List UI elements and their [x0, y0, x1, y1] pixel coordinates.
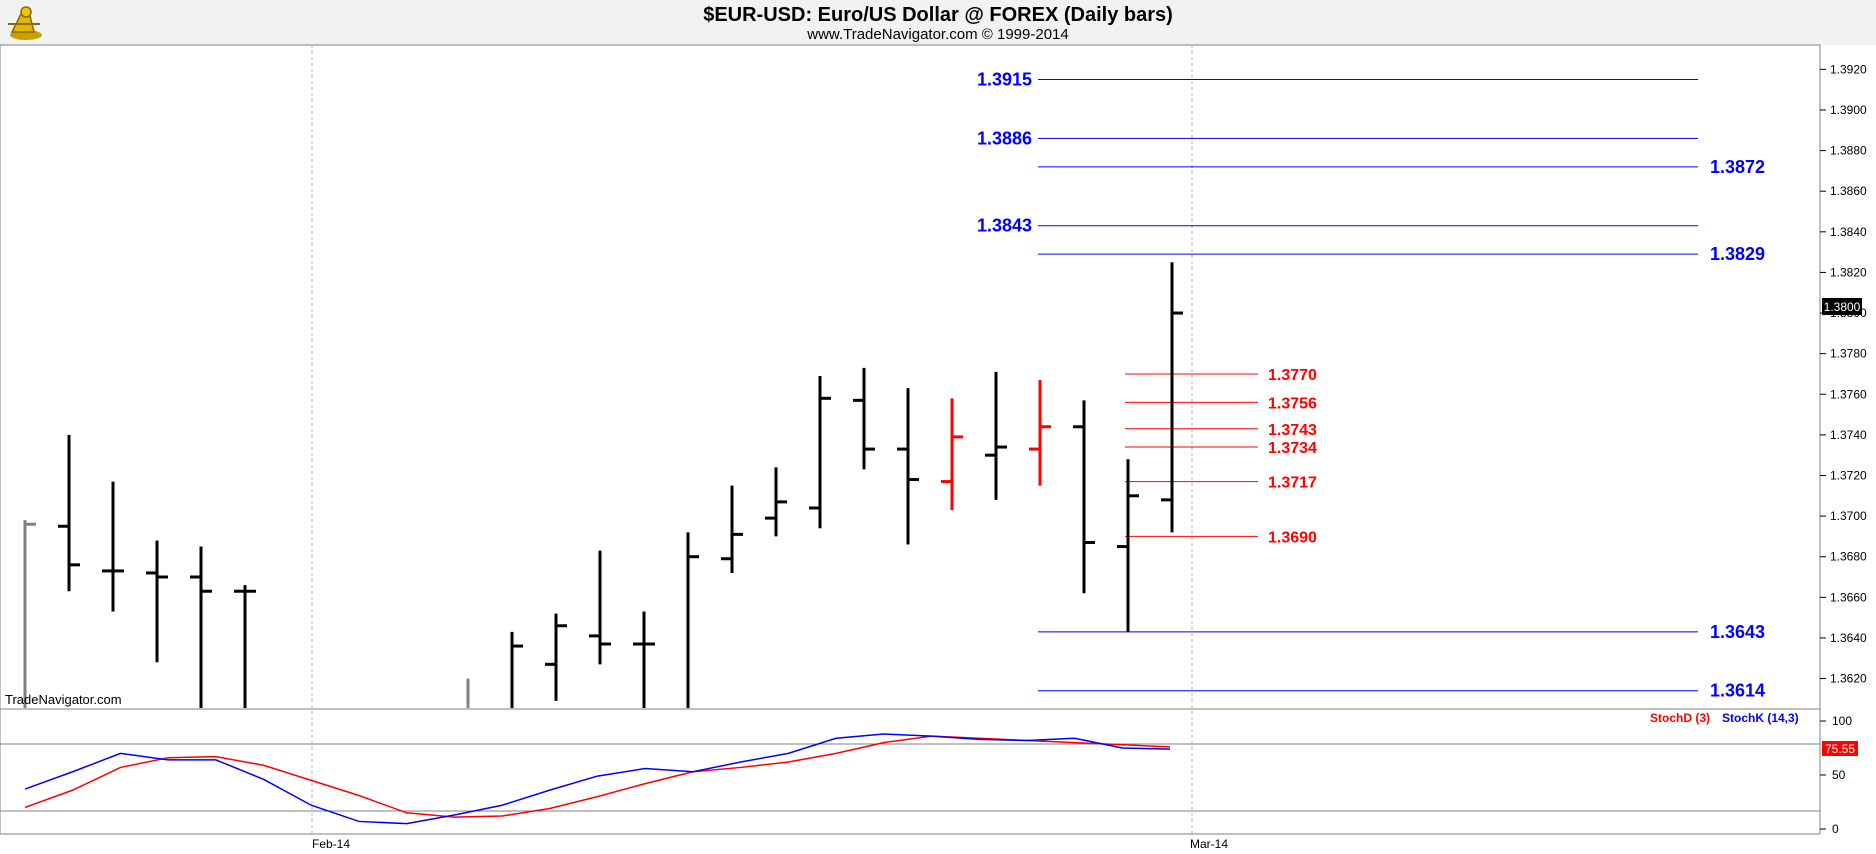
price-tick-label: 1.3900: [1830, 103, 1867, 117]
blue-level-label: 1.3886: [977, 128, 1032, 148]
blue-level-label: 1.3643: [1710, 622, 1765, 642]
level-lines: 1.3915 1.3886 1.3872 1.3843 1.3829 1.3643 1.36…: [977, 70, 1765, 701]
price-tick-label: 1.3620: [1830, 672, 1867, 686]
stoch-d-line: [24, 735, 1171, 818]
red-level-label: 1.3756: [1268, 395, 1317, 412]
current-stoch-label: 75.55: [1825, 742, 1855, 756]
blue-level-label: 1.3843: [977, 216, 1032, 236]
chart-subtitle: www.TradeNavigator.com © 1999-2014: [807, 26, 1069, 43]
watermark: TradeNavigator.com: [5, 692, 122, 707]
red-level-label: 1.3734: [1268, 440, 1317, 457]
stoch-y-axis: 0 50 100: [1820, 714, 1852, 836]
ohlc-bar: [589, 550, 611, 665]
price-tick-label: 1.3780: [1830, 347, 1867, 361]
current-stoch-box: [1822, 741, 1858, 756]
price-tick-label: 1.3920: [1830, 62, 1867, 76]
price-tick-label: 1.3680: [1830, 550, 1867, 564]
x-label-feb: Feb-14: [312, 837, 350, 851]
ohlc-bar: [941, 398, 963, 511]
stoch-lines: [24, 733, 1171, 825]
stoch-tick-label: 0: [1832, 822, 1839, 836]
ohlc-bar: [23, 520, 36, 708]
stochastic-panel: [0, 708, 1821, 835]
ohlc-bar: [897, 388, 919, 545]
ohlc-bar: [190, 546, 212, 708]
blue-level-label: 1.3872: [1710, 157, 1765, 177]
price-tick-label: 1.3820: [1830, 265, 1867, 279]
blue-level-label: 1.3829: [1710, 244, 1765, 264]
ohlc-bar: [686, 532, 699, 708]
price-tick-label: 1.3840: [1830, 225, 1867, 239]
ohlc-bar: [58, 434, 80, 592]
ohlc-bar: [721, 485, 743, 573]
price-tick-label: 1.3720: [1830, 468, 1867, 482]
ohlc-bar: [765, 467, 787, 537]
stoch-tick-label: 50: [1832, 768, 1846, 782]
ohlc-bar: [1029, 380, 1051, 486]
ohlc-bar: [102, 481, 124, 612]
x-label-mar: Mar-14: [1190, 837, 1228, 851]
current-price-box: [1822, 298, 1862, 315]
legend-stochk: StochK (14,3): [1722, 711, 1799, 725]
price-panel: [0, 44, 1821, 710]
price-tick-label: 1.3880: [1830, 144, 1867, 158]
red-level-label: 1.3743: [1268, 422, 1317, 439]
ohlc-bar: [545, 613, 567, 701]
red-level-label: 1.3717: [1268, 475, 1317, 492]
tradenavigator-logo-icon: [8, 6, 42, 40]
ohlc-bar: [633, 611, 655, 708]
ohlc-bars: [23, 262, 1183, 708]
red-level-label: 1.3690: [1268, 529, 1317, 546]
ohlc-bar: [809, 375, 831, 529]
blue-level-label: 1.3614: [1710, 681, 1765, 701]
ohlc-bar: [234, 585, 256, 708]
ohlc-bar: [510, 631, 523, 708]
title-bar: [0, 0, 1876, 45]
red-level-label: 1.3770: [1268, 367, 1317, 384]
chart-title: $EUR-USD: Euro/US Dollar @ FOREX (Daily …: [703, 4, 1173, 26]
price-tick-label: 1.3700: [1830, 509, 1867, 523]
current-price-label: 1.3800: [1824, 300, 1861, 314]
price-tick-label: 1.3860: [1830, 184, 1867, 198]
price-tick-label: 1.3640: [1830, 631, 1867, 645]
price-tick-label: 1.3760: [1830, 387, 1867, 401]
ohlc-bar: [146, 540, 168, 663]
stoch-k-line: [24, 733, 1171, 825]
price-tick-label: 1.3740: [1830, 428, 1867, 442]
ohlc-bar: [1073, 400, 1095, 594]
ohlc-bar: [985, 371, 1007, 500]
price-tick-label: 1.3660: [1830, 590, 1867, 604]
ohlc-bar: [853, 367, 875, 470]
ohlc-bar: [1161, 262, 1183, 533]
legend-stochd: StochD (3): [1650, 711, 1710, 725]
stoch-tick-label: 100: [1832, 714, 1852, 728]
ohlc-bar: [1117, 459, 1139, 632]
price-y-axis: 1.3620 1.3640 1.3660 1.3680 1.3700 1.3720 1.37…: [1820, 62, 1867, 686]
blue-level-label: 1.3915: [977, 70, 1032, 90]
